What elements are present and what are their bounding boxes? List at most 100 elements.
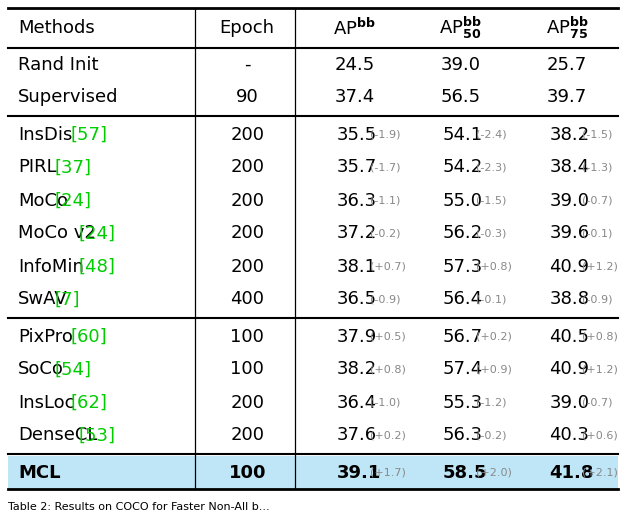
Text: 38.8: 38.8 [550,291,589,309]
Text: 37.9: 37.9 [337,327,377,346]
Text: (-0.1): (-0.1) [582,229,613,239]
Text: 39.0: 39.0 [550,394,589,411]
Text: 39.6: 39.6 [550,224,590,243]
Text: 200: 200 [230,426,264,445]
Text: [37]: [37] [54,159,91,176]
Text: 56.2: 56.2 [443,224,483,243]
Text: (-0.2): (-0.2) [476,431,506,441]
Text: [7]: [7] [54,291,80,309]
Text: 39.7: 39.7 [547,89,587,106]
Text: (+0.2): (+0.2) [476,331,512,341]
Text: (+2.0): (+2.0) [476,468,512,478]
Text: (+1.2): (+1.2) [582,364,619,374]
Text: 200: 200 [230,125,264,144]
Text: MoCo v2: MoCo v2 [18,224,96,243]
Text: (+0.8): (+0.8) [582,331,619,341]
Text: 57.4: 57.4 [443,361,483,378]
Text: 56.4: 56.4 [443,291,483,309]
Text: (+0.8): (+0.8) [370,364,406,374]
Text: 38.2: 38.2 [337,361,377,378]
Text: (-1.7): (-1.7) [370,162,401,172]
Text: 58.5: 58.5 [443,464,487,481]
Text: (-1.2): (-1.2) [476,397,506,408]
Text: 200: 200 [230,257,264,276]
Text: MoCo: MoCo [18,192,68,209]
Text: 36.5: 36.5 [337,291,377,309]
Text: [57]: [57] [70,125,107,144]
Text: (-0.7): (-0.7) [582,397,613,408]
Text: (+0.2): (+0.2) [370,431,406,441]
Text: [54]: [54] [54,361,91,378]
Text: (+2.1): (+2.1) [582,468,619,478]
Text: Epoch: Epoch [220,19,274,37]
Text: 40.3: 40.3 [550,426,589,445]
Text: 35.7: 35.7 [337,159,377,176]
Text: 36.3: 36.3 [337,192,377,209]
Text: [62]: [62] [70,394,107,411]
Bar [8,456,618,489]
Text: (-1.5): (-1.5) [476,196,506,206]
Text: 24.5: 24.5 [335,55,375,74]
Text: (+0.7): (+0.7) [370,262,406,271]
Text: (+0.8): (+0.8) [476,262,512,271]
Text: 41.8: 41.8 [550,464,594,481]
Text: (+0.6): (+0.6) [582,431,618,441]
Text: (-1.9): (-1.9) [370,129,401,139]
Text: 400: 400 [230,291,264,309]
Text: (-0.9): (-0.9) [370,294,401,304]
Text: (-0.1): (-0.1) [476,294,506,304]
Text: 37.4: 37.4 [335,89,375,106]
Text: 37.2: 37.2 [337,224,377,243]
Text: (-1.3): (-1.3) [582,162,613,172]
Text: 57.3: 57.3 [443,257,483,276]
Text: [60]: [60] [70,327,107,346]
Text: 90: 90 [236,89,259,106]
Text: PixPro: PixPro [18,327,73,346]
Text: (+1.7): (+1.7) [370,468,406,478]
Text: (+0.5): (+0.5) [370,331,406,341]
Text: [24]: [24] [78,224,115,243]
Text: MCL: MCL [18,464,60,481]
Text: DenseCL: DenseCL [18,426,97,445]
Text: [24]: [24] [54,192,91,209]
Text: 55.0: 55.0 [443,192,482,209]
Text: InfoMin: InfoMin [18,257,84,276]
Text: (-1.0): (-1.0) [370,397,401,408]
Text: 25.7: 25.7 [547,55,587,74]
Text: 100: 100 [230,361,264,378]
Text: [48]: [48] [78,257,115,276]
Text: 56.7: 56.7 [443,327,483,346]
Text: 40.5: 40.5 [550,327,589,346]
Text: (-0.9): (-0.9) [582,294,613,304]
Text: 38.4: 38.4 [550,159,590,176]
Text: (-2.3): (-2.3) [476,162,506,172]
Text: Table 2: Results on COCO for Faster Non-All b...: Table 2: Results on COCO for Faster Non-… [8,502,269,512]
Text: AP$^{\mathbf{bb}}$: AP$^{\mathbf{bb}}$ [333,17,376,39]
Text: 200: 200 [230,394,264,411]
Text: (-0.7): (-0.7) [582,196,613,206]
Text: AP$^{\mathbf{bb}}_{\mathbf{50}}$: AP$^{\mathbf{bb}}_{\mathbf{50}}$ [439,15,482,41]
Text: 40.9: 40.9 [550,257,589,276]
Text: InsLoc: InsLoc [18,394,75,411]
Text: 39.1: 39.1 [337,464,381,481]
Text: SoCo: SoCo [18,361,64,378]
Text: 36.4: 36.4 [337,394,377,411]
Text: 54.2: 54.2 [443,159,483,176]
Text: 38.1: 38.1 [337,257,377,276]
Text: (+0.9): (+0.9) [476,364,512,374]
Text: 100: 100 [230,327,264,346]
Text: 38.2: 38.2 [550,125,590,144]
Text: Supervised: Supervised [18,89,119,106]
Text: 39.0: 39.0 [441,55,480,74]
Text: [53]: [53] [78,426,115,445]
Text: InsDis: InsDis [18,125,72,144]
Text: 200: 200 [230,159,264,176]
Text: PIRL: PIRL [18,159,57,176]
Text: 100: 100 [229,464,266,481]
Text: (-0.3): (-0.3) [476,229,506,239]
Text: (-2.4): (-2.4) [476,129,506,139]
Text: Methods: Methods [18,19,95,37]
Text: 200: 200 [230,224,264,243]
Text: Rand Init: Rand Init [18,55,99,74]
Text: 56.5: 56.5 [440,89,480,106]
